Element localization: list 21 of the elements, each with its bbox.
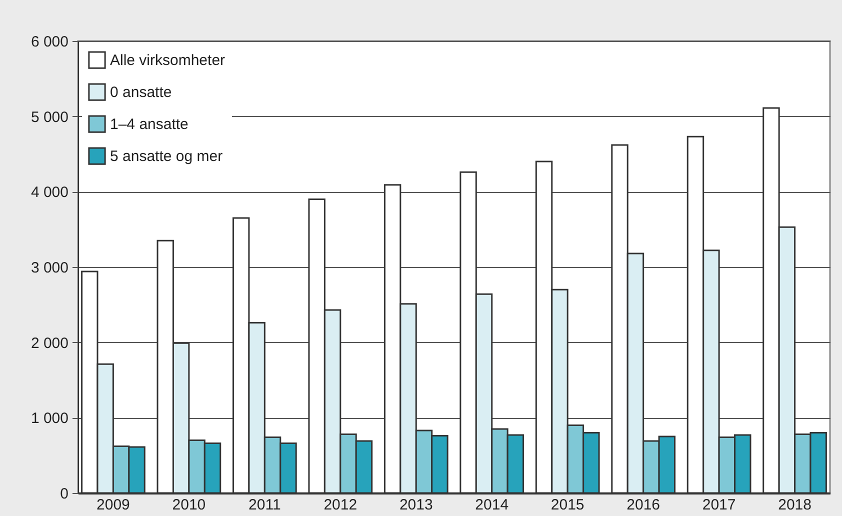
y-tick-label: 6 000 xyxy=(30,34,68,50)
x-tick-label: 2011 xyxy=(248,496,281,514)
x-tick-label: 2017 xyxy=(702,496,736,514)
y-tick-label: 1 000 xyxy=(30,410,68,428)
x-tick-label: 2012 xyxy=(324,496,358,514)
x-tick-label: 2009 xyxy=(96,496,130,514)
x-tick-label: 2016 xyxy=(626,496,660,514)
y-tick-label: 2 000 xyxy=(30,334,68,352)
legend-label: 1–4 ansatte xyxy=(110,116,188,133)
legend-label: 5 ansatte og mer xyxy=(110,148,223,165)
y-tick-label: 4 000 xyxy=(30,184,68,202)
y-tick-label: 0 xyxy=(60,486,68,502)
x-tick-label: 2010 xyxy=(172,496,206,514)
legend-label: Alle virksomheter xyxy=(110,52,226,69)
x-tick-label: 2015 xyxy=(550,496,584,514)
y-tick-label: 3 000 xyxy=(30,260,68,276)
x-tick-label: 2013 xyxy=(399,496,433,514)
x-tick-label: 2018 xyxy=(778,496,812,514)
x-tick-label: 2014 xyxy=(475,496,509,514)
y-tick-label: 5 000 xyxy=(30,108,68,126)
legend-label: 0 ansatte xyxy=(110,84,172,101)
